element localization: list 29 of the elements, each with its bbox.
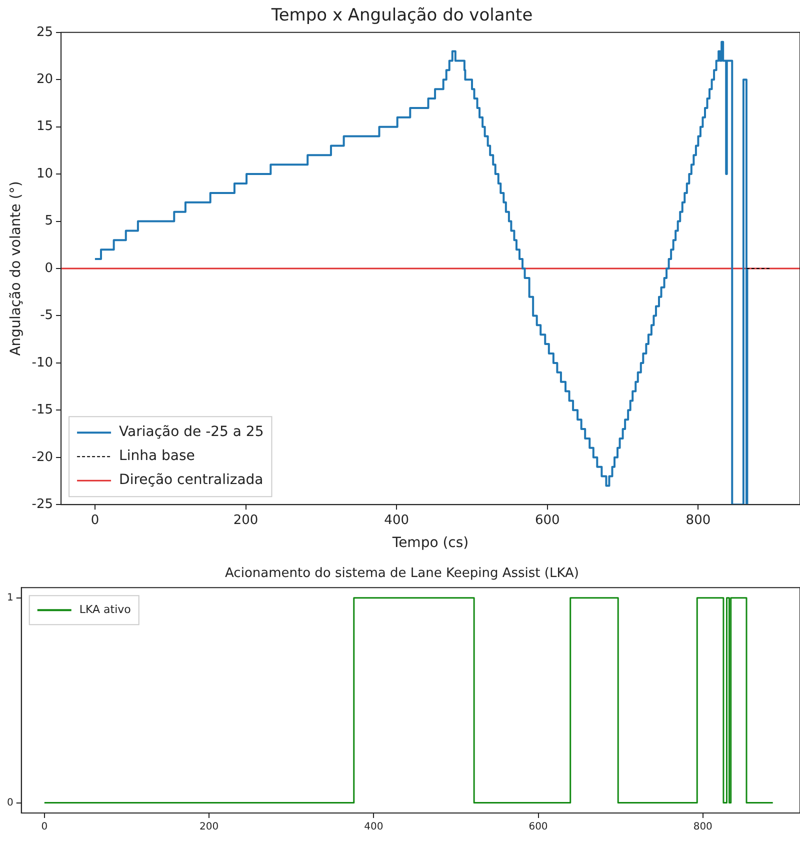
x-tick-label: 600 [528, 822, 548, 833]
y-tick-label: 1 [6, 592, 14, 604]
y-axis-title: Angulação do volante (°) [8, 181, 24, 356]
legend-label: Linha base [119, 448, 195, 464]
y-tick-label: -5 [40, 308, 54, 324]
y-tick-label: -15 [32, 402, 54, 418]
x-tick-label: 200 [233, 512, 258, 528]
x-tick-label: 800 [693, 822, 712, 833]
x-axis-title: Tempo (cs) [391, 535, 469, 552]
y-tick-label: -25 [32, 496, 54, 512]
y-tick-label: 5 [44, 214, 54, 229]
y-tick-label: 0 [44, 260, 54, 276]
x-tick-label: 400 [384, 512, 409, 528]
y-tick-label: -20 [32, 450, 54, 465]
x-tick-label: 200 [199, 822, 219, 833]
legend-label: LKA ativo [79, 602, 132, 616]
legend-label: Variação de -25 a 25 [119, 424, 264, 440]
chart-title: Tempo x Angulação do volante [270, 6, 533, 26]
y-tick-label: -10 [32, 355, 54, 370]
y-tick-label: 15 [36, 119, 54, 134]
y-tick-label: 10 [36, 166, 54, 182]
x-tick-label: 800 [686, 512, 711, 528]
y-tick-label: 20 [36, 72, 54, 87]
x-tick-label: 0 [90, 512, 100, 528]
x-tick-label: 400 [364, 822, 384, 833]
chart-title: Acionamento do sistema de Lane Keeping Assist (LKA) [225, 566, 579, 582]
x-tick-label: 600 [534, 512, 560, 528]
legend-label: Direção centralizada [119, 472, 264, 488]
y-tick-label: 25 [36, 24, 54, 40]
